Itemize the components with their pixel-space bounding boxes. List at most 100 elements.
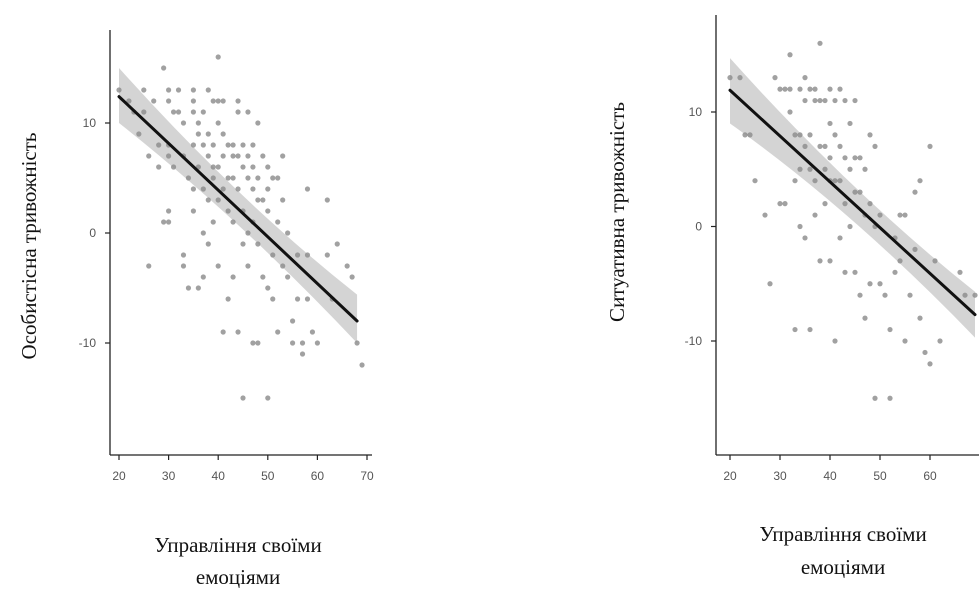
data-point (897, 212, 903, 218)
data-point (280, 153, 286, 159)
data-point (807, 132, 813, 138)
data-point (245, 230, 251, 236)
data-point (260, 274, 266, 280)
data-point (275, 219, 281, 225)
data-point (812, 97, 818, 104)
data-point (200, 274, 206, 280)
data-point (867, 201, 873, 207)
data-point (797, 223, 803, 230)
data-point (822, 97, 828, 104)
data-point (872, 395, 878, 401)
data-point (280, 263, 286, 269)
data-point (240, 395, 246, 401)
data-point (195, 120, 201, 126)
data-point (126, 98, 132, 104)
data-point (887, 326, 893, 333)
data-point (787, 52, 793, 58)
data-point (832, 132, 838, 138)
data-point (787, 109, 793, 115)
data-point (200, 109, 206, 115)
data-point (807, 86, 813, 92)
data-point (852, 97, 858, 104)
data-point (190, 109, 196, 115)
data-point (852, 269, 858, 275)
data-point (245, 109, 251, 115)
data-point (812, 86, 818, 92)
data-point (827, 86, 833, 92)
data-point (235, 186, 241, 192)
data-point (210, 164, 216, 170)
data-point (290, 318, 296, 324)
data-point (917, 315, 923, 321)
y-axis-label: Ситуативна тривожність (605, 102, 629, 322)
data-point (857, 189, 863, 195)
data-point (255, 197, 261, 203)
data-point (349, 274, 355, 280)
data-point (872, 143, 878, 149)
x-axis-label-line1: Управління своїми (154, 533, 321, 557)
data-point (225, 208, 231, 214)
data-point (255, 340, 261, 346)
data-point (166, 219, 172, 225)
data-point (827, 258, 833, 264)
data-point (205, 241, 211, 247)
data-point (235, 153, 241, 159)
data-point (802, 97, 808, 104)
data-point (156, 164, 162, 170)
data-point (887, 395, 893, 401)
data-point (210, 98, 216, 104)
data-point (792, 178, 798, 184)
regression-line (728, 88, 977, 317)
data-point (245, 175, 251, 181)
data-point (285, 274, 291, 280)
data-point (807, 326, 813, 333)
confidence-band (119, 68, 358, 343)
data-point (275, 329, 281, 335)
y-tick-label: 0 (89, 226, 96, 240)
data-point (817, 143, 823, 149)
data-point (777, 86, 783, 92)
data-point (265, 208, 271, 214)
data-point (782, 86, 788, 92)
data-point (324, 197, 330, 203)
x-tick-label: 30 (162, 469, 176, 483)
data-point (837, 178, 843, 184)
data-point (299, 351, 306, 357)
data-point (166, 153, 172, 159)
y-tick-label: -10 (685, 334, 703, 348)
data-point (802, 75, 808, 81)
data-point (359, 362, 365, 368)
data-point (195, 131, 201, 137)
y-tick-label: 10 (83, 116, 97, 130)
data-point (927, 143, 933, 149)
data-point (215, 263, 221, 269)
data-point (255, 241, 261, 247)
data-point (255, 175, 261, 181)
data-point (837, 143, 843, 149)
x-axis-label-line2: емоціями (801, 555, 885, 579)
x-tick-label: 30 (773, 469, 787, 483)
data-point (215, 197, 221, 203)
data-point (797, 132, 803, 138)
data-point (857, 292, 863, 298)
data-point (280, 197, 286, 203)
data-point (294, 296, 301, 302)
data-point (797, 166, 803, 172)
data-point (190, 98, 196, 104)
data-point (727, 75, 733, 81)
data-point (225, 296, 231, 302)
data-point (146, 153, 152, 159)
data-point (225, 142, 231, 148)
data-point (270, 252, 276, 258)
data-point (857, 155, 863, 161)
x-tick-label: 20 (112, 469, 126, 483)
data-point (847, 223, 853, 230)
data-point (205, 131, 211, 137)
data-point (220, 153, 226, 159)
data-point (867, 281, 873, 287)
data-point (842, 201, 848, 207)
data-point (141, 87, 147, 93)
data-point (832, 338, 838, 344)
